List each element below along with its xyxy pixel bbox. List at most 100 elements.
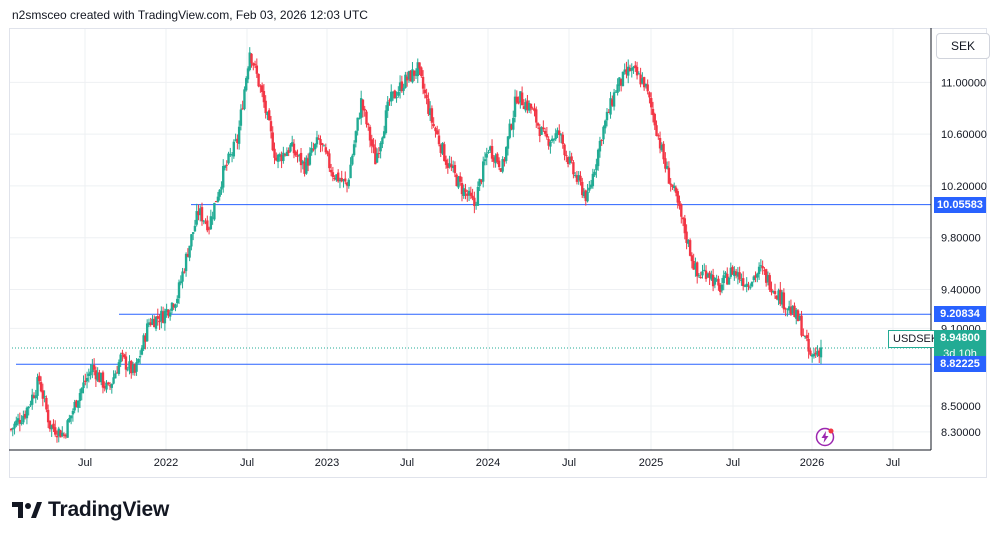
candle-body <box>101 372 105 388</box>
candle-body <box>227 153 230 164</box>
candle-body <box>708 272 711 278</box>
candle-body <box>61 432 64 437</box>
candle-body <box>589 184 593 188</box>
candle-body <box>114 373 117 379</box>
candle-body <box>177 282 181 299</box>
grid-lines <box>9 28 931 450</box>
candle-body <box>782 292 786 310</box>
candle-body <box>172 304 175 308</box>
lightning-icon[interactable] <box>815 427 835 447</box>
candle-body <box>77 400 80 408</box>
tradingview-logo: TradingView <box>12 497 169 523</box>
candle-body <box>651 108 655 116</box>
candle-body <box>780 292 784 305</box>
candle-body <box>789 307 793 315</box>
candle-body <box>802 334 805 336</box>
candlestick-chart[interactable]: 11.00000 10.60000 10.20000 9.80000 9.40000 9.… <box>9 28 987 478</box>
candle-body <box>437 135 441 145</box>
candle-body <box>653 113 656 126</box>
candle-body <box>492 157 496 162</box>
candle-body <box>312 149 315 151</box>
candle-body <box>542 127 545 130</box>
candle-body <box>268 110 271 121</box>
candle-body <box>324 147 328 153</box>
symbol-tag: USDSEK <box>888 330 944 348</box>
candle-body <box>743 285 747 287</box>
candle-body <box>584 190 587 202</box>
candle-body <box>462 188 465 196</box>
candle-body <box>352 144 356 156</box>
x-tick-label: 2023 <box>315 457 339 469</box>
candle-body <box>740 279 743 281</box>
currency-selector[interactable]: SEK <box>936 33 990 59</box>
candle-body <box>296 155 299 157</box>
candle-body <box>529 103 533 109</box>
candle-body <box>510 124 513 129</box>
candle-body <box>368 126 372 141</box>
candle-body <box>549 141 552 147</box>
candle-body <box>54 427 57 435</box>
candle-body <box>218 189 221 197</box>
candle-body <box>558 130 561 135</box>
candle-body <box>779 289 782 304</box>
candle-body <box>375 153 379 163</box>
candle-body <box>361 99 365 111</box>
price-chart[interactable]: 11.00000 10.60000 10.20000 9.80000 9.40000 9.… <box>9 28 987 478</box>
candle-body <box>27 406 30 409</box>
candle-body <box>674 187 678 193</box>
candle-body <box>291 142 294 147</box>
candle-body <box>496 153 499 163</box>
candle-body <box>667 167 671 184</box>
candle-body <box>122 354 126 358</box>
candle-body <box>439 144 442 153</box>
candle-body <box>469 192 473 196</box>
level-tag-8-82225: 8.82225 <box>934 356 986 373</box>
candle-body <box>213 202 216 220</box>
candle-body <box>22 415 25 423</box>
candle-body <box>756 273 759 278</box>
candles <box>9 47 823 443</box>
candle-body <box>119 354 122 363</box>
candle-body <box>641 78 644 84</box>
candle-body <box>202 220 205 222</box>
candle-body <box>99 372 103 383</box>
candle-body <box>87 373 91 376</box>
candle-body <box>572 162 575 175</box>
candle-body <box>18 419 22 424</box>
candle-body <box>441 142 444 154</box>
candle-body <box>517 101 520 104</box>
candle-body <box>393 90 396 99</box>
candle-body <box>559 134 563 136</box>
y-tick-label: 9.80000 <box>941 233 981 245</box>
candle-body <box>466 193 469 196</box>
candle-body <box>819 347 823 358</box>
candle-body <box>710 274 713 280</box>
x-tick-label: Jul <box>400 457 414 469</box>
candle-body <box>135 362 138 372</box>
candle-body <box>657 135 660 137</box>
candle-body <box>527 103 531 111</box>
candle-body <box>329 169 333 173</box>
candle-body <box>303 161 306 174</box>
candle-body <box>750 281 754 287</box>
candle-body <box>174 304 177 308</box>
candle-body <box>404 74 407 88</box>
candle-body <box>497 160 501 168</box>
candle-body <box>253 63 257 65</box>
candle-body <box>729 267 733 277</box>
candle-body <box>158 320 161 323</box>
candle-body <box>812 354 816 357</box>
candle-body <box>563 144 566 156</box>
candle-body <box>34 395 37 399</box>
candle-body <box>310 148 313 153</box>
candle-body <box>759 265 763 267</box>
candle-body <box>342 179 345 181</box>
candle-body <box>84 380 87 383</box>
candle-body <box>515 96 519 103</box>
candle-body <box>513 96 517 117</box>
candle-body <box>618 77 621 87</box>
candle-body <box>612 92 616 107</box>
candle-body <box>524 102 527 111</box>
x-tick-label: 2022 <box>154 457 178 469</box>
level-tag-10-05583: 10.05583 <box>934 196 986 213</box>
